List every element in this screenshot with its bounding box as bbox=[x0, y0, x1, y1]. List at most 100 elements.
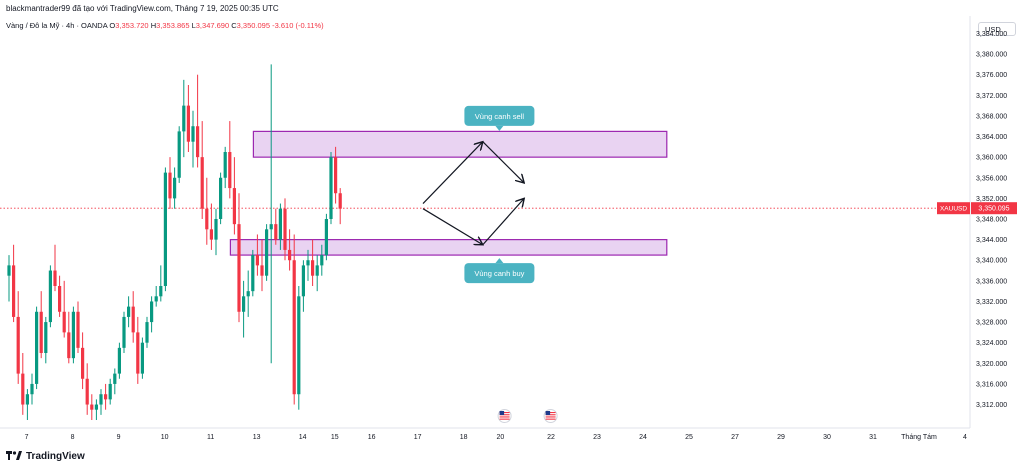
candle-body[interactable] bbox=[7, 265, 11, 276]
candle-body[interactable] bbox=[191, 126, 195, 142]
candle-body[interactable] bbox=[338, 193, 342, 209]
high-value: 3,353.865 bbox=[156, 21, 190, 30]
flag-canton bbox=[545, 411, 551, 415]
candle-body[interactable] bbox=[219, 177, 223, 219]
candle-body[interactable] bbox=[223, 152, 227, 178]
projection-arrow[interactable] bbox=[482, 198, 524, 246]
candle-body[interactable] bbox=[283, 208, 287, 250]
candle-body[interactable] bbox=[81, 347, 85, 379]
candle-body[interactable] bbox=[30, 383, 34, 395]
candle-body[interactable] bbox=[196, 126, 200, 158]
candle-body[interactable] bbox=[311, 260, 315, 276]
candle-body[interactable] bbox=[104, 394, 108, 400]
candle-body[interactable] bbox=[122, 316, 126, 348]
candle-body[interactable] bbox=[99, 394, 103, 405]
candle-body[interactable] bbox=[108, 383, 112, 400]
economic-event-flag-icon[interactable] bbox=[543, 409, 558, 423]
candle-body[interactable] bbox=[260, 265, 264, 276]
candle-body[interactable] bbox=[44, 322, 48, 353]
y-tick-label: 3,328.000 bbox=[976, 320, 1007, 327]
candle-body[interactable] bbox=[265, 229, 269, 276]
candle-body[interactable] bbox=[255, 255, 259, 266]
candle-body[interactable] bbox=[205, 208, 209, 230]
projection-arrow[interactable] bbox=[422, 208, 483, 245]
candle-body[interactable] bbox=[150, 301, 154, 323]
candle-body[interactable] bbox=[324, 219, 328, 256]
buy-zone[interactable] bbox=[229, 239, 668, 256]
economic-event-flag-icon[interactable] bbox=[497, 409, 512, 423]
candle-body[interactable] bbox=[16, 316, 20, 374]
projection-arrow[interactable] bbox=[482, 141, 524, 183]
candle-body[interactable] bbox=[85, 378, 89, 405]
candle-body[interactable] bbox=[131, 306, 135, 333]
candle-body[interactable] bbox=[21, 373, 25, 405]
candle-body[interactable] bbox=[301, 265, 305, 297]
candle-body[interactable] bbox=[269, 224, 273, 230]
candle-body[interactable] bbox=[251, 255, 255, 292]
candle-body[interactable] bbox=[53, 270, 57, 286]
candle-body[interactable] bbox=[90, 404, 94, 410]
sell-callout[interactable]: Vùng canh sell bbox=[464, 105, 535, 131]
candle-body[interactable] bbox=[306, 260, 310, 266]
candle-body[interactable] bbox=[39, 311, 43, 353]
candle-body[interactable] bbox=[140, 342, 144, 374]
symbol-name[interactable]: Vàng / Đô la Mỹ · 4h · OANDA bbox=[6, 21, 108, 30]
candle-body[interactable] bbox=[25, 394, 29, 405]
candle-body[interactable] bbox=[168, 172, 172, 199]
y-tick-label: 3,316.000 bbox=[976, 381, 1007, 388]
sell-zone[interactable] bbox=[252, 130, 668, 158]
candle-body[interactable] bbox=[94, 404, 98, 410]
candle-body[interactable] bbox=[113, 373, 117, 384]
flag-stripe bbox=[545, 416, 556, 418]
candle-body[interactable] bbox=[214, 219, 218, 240]
candle-body[interactable] bbox=[292, 260, 296, 395]
candle-body[interactable] bbox=[127, 306, 131, 317]
candle-body[interactable] bbox=[177, 131, 181, 178]
y-tick-label: 3,336.000 bbox=[976, 278, 1007, 285]
candle-body[interactable] bbox=[62, 311, 66, 333]
y-tick-label: 3,352.000 bbox=[976, 196, 1007, 203]
candle-body[interactable] bbox=[117, 347, 121, 374]
candle-body[interactable] bbox=[76, 311, 80, 348]
candle-body[interactable] bbox=[163, 172, 167, 286]
candle-body[interactable] bbox=[242, 296, 246, 312]
candle-body[interactable] bbox=[35, 311, 39, 384]
candle-body[interactable] bbox=[48, 270, 52, 323]
candle-body[interactable] bbox=[159, 286, 163, 297]
candle-body[interactable] bbox=[186, 105, 190, 142]
projection-arrow[interactable] bbox=[422, 142, 483, 204]
callout-pointer bbox=[495, 258, 504, 264]
candle-body[interactable] bbox=[315, 265, 319, 276]
candle-body[interactable] bbox=[320, 255, 324, 266]
candle-body[interactable] bbox=[145, 322, 149, 343]
candle-body[interactable] bbox=[67, 332, 71, 359]
candle-body[interactable] bbox=[274, 224, 278, 240]
candle-body[interactable] bbox=[237, 224, 241, 312]
candle-body[interactable] bbox=[232, 188, 236, 225]
x-tick-label: 14 bbox=[299, 434, 307, 441]
candle-body[interactable] bbox=[209, 229, 213, 240]
candle-body[interactable] bbox=[200, 157, 204, 209]
buy-callout[interactable]: Vùng canh buy bbox=[464, 258, 535, 284]
candle-body[interactable] bbox=[297, 296, 301, 395]
candle-body[interactable] bbox=[154, 296, 158, 302]
candle-body[interactable] bbox=[136, 332, 140, 374]
x-tick-label: 18 bbox=[460, 434, 468, 441]
symbol-ohlc-line: Vàng / Đô la Mỹ · 4h · OANDA O3,353.720 … bbox=[6, 21, 324, 30]
candle-body[interactable] bbox=[329, 157, 333, 219]
y-tick-label: 3,380.000 bbox=[976, 52, 1007, 59]
candle-body[interactable] bbox=[278, 208, 282, 240]
candle-body[interactable] bbox=[334, 157, 338, 194]
high-label: H bbox=[150, 21, 157, 30]
candle-body[interactable] bbox=[58, 286, 62, 312]
candle-body[interactable] bbox=[71, 311, 75, 359]
candle-body[interactable] bbox=[288, 249, 292, 261]
candle-body[interactable] bbox=[228, 152, 232, 189]
candle-body[interactable] bbox=[173, 177, 177, 199]
candle-body[interactable] bbox=[246, 291, 250, 297]
x-tick-label: 27 bbox=[731, 434, 739, 441]
candle-body[interactable] bbox=[12, 265, 16, 317]
candle-body[interactable] bbox=[182, 105, 186, 132]
currency-selector[interactable]: USD bbox=[978, 22, 1016, 36]
